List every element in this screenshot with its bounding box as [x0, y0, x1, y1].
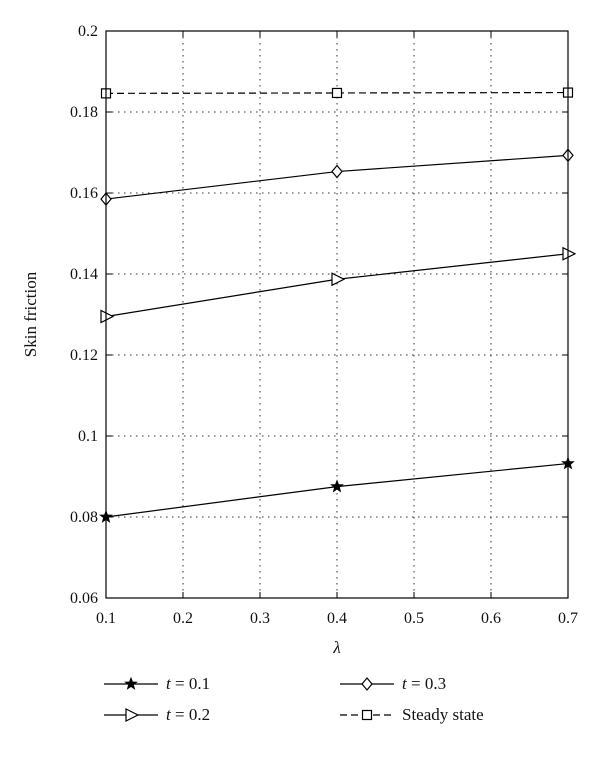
legend-marks: [104, 676, 394, 722]
legend: t = 0.1 t = 0.2 t = 0.3 Steady state: [104, 674, 484, 724]
y-tick-label: 0.06: [70, 590, 98, 607]
legend-item-3: [340, 677, 394, 691]
legend-t01-var: t: [166, 674, 172, 693]
x-axis-title: λ: [332, 638, 340, 657]
legend-item-4: [340, 709, 394, 721]
grid-layer: [106, 31, 568, 598]
legend-marker: [361, 677, 373, 691]
data-point: [331, 272, 346, 287]
x-tick-label: 0.7: [558, 610, 578, 627]
tick-layer: 0.1 0.2 0.3 0.4 0.5 0.6 0.7 0.06 0.08 0.1 0.12 0.14…: [70, 23, 578, 627]
series-layer: [99, 87, 577, 523]
y-tick-label: 0.14: [70, 266, 98, 283]
legend-label-t03: t = 0.3: [402, 674, 446, 693]
legend-marker: [125, 708, 140, 722]
legend-marker: [361, 709, 373, 721]
legend-t02-var: t: [166, 705, 172, 724]
legend-t03-var: t: [402, 674, 408, 693]
legend-t02-eq: = 0.2: [171, 705, 210, 724]
data-point: [100, 309, 115, 324]
y-tick-label: 0.08: [70, 509, 98, 526]
y-tick-label: 0.18: [70, 104, 98, 121]
data-point: [562, 246, 577, 261]
x-tick-label: 0.5: [404, 610, 424, 627]
legend-item-1: [104, 676, 158, 690]
legend-label-t01: t = 0.1: [166, 674, 210, 693]
legend-t01-eq: = 0.1: [171, 674, 210, 693]
y-axis-title: Skin friction: [21, 271, 40, 357]
x-tick-label: 0.3: [250, 610, 270, 627]
x-tick-label: 0.6: [481, 610, 501, 627]
y-tick-label: 0.2: [78, 23, 98, 40]
series-line: [105, 462, 569, 518]
legend-item-2: [104, 708, 158, 722]
legend-t03-eq: = 0.3: [407, 674, 446, 693]
y-tick-label: 0.1: [78, 428, 98, 445]
data-point: [330, 479, 344, 493]
data-point: [331, 87, 343, 99]
y-tick-label: 0.12: [70, 347, 98, 364]
x-tick-label: 0.4: [327, 610, 347, 627]
series-2: [100, 246, 577, 324]
y-tick-label: 0.16: [70, 185, 98, 202]
x-tick-label: 0.1: [96, 610, 116, 627]
series-4: [100, 87, 574, 99]
legend-label-steady: Steady state: [402, 705, 484, 724]
data-point: [331, 164, 343, 179]
legend-label-t02: t = 0.2: [166, 705, 210, 724]
legend-marker: [124, 676, 138, 690]
x-tick-label: 0.2: [173, 610, 193, 627]
